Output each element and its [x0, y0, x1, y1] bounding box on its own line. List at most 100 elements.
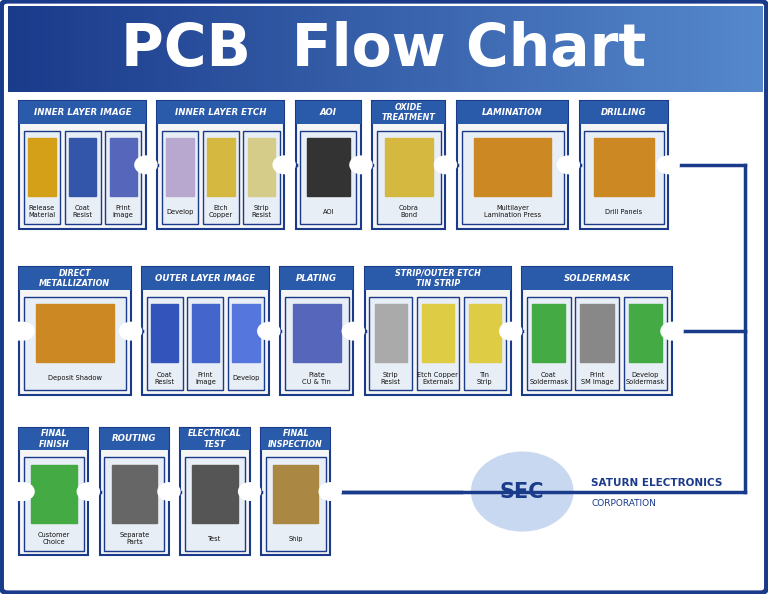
Bar	[53, 6, 63, 92]
Bar	[564, 6, 574, 92]
Bar	[610, 6, 620, 92]
Bar	[640, 6, 650, 92]
Bar	[248, 138, 275, 196]
Circle shape	[274, 157, 294, 172]
Circle shape	[320, 484, 340, 499]
Bar	[23, 6, 32, 92]
Bar	[707, 6, 717, 92]
Bar	[685, 6, 695, 92]
Bar	[100, 428, 169, 555]
Bar	[8, 6, 18, 92]
Bar	[527, 297, 571, 390]
Bar	[730, 6, 740, 92]
Text: Print
SM Image: Print SM Image	[581, 372, 614, 385]
Text: ROUTING: ROUTING	[112, 434, 157, 444]
Bar	[575, 297, 619, 390]
Bar	[111, 465, 157, 523]
Bar	[187, 297, 223, 390]
Text: SATURN ELECTRONICS: SATURN ELECTRONICS	[591, 478, 723, 488]
Bar	[677, 6, 687, 92]
Bar	[346, 6, 356, 92]
Bar	[444, 6, 454, 92]
Bar	[192, 305, 219, 362]
Bar	[372, 101, 445, 229]
Bar	[207, 138, 234, 196]
Text: CORPORATION: CORPORATION	[591, 499, 656, 508]
Bar	[158, 6, 168, 92]
Bar	[429, 6, 439, 92]
Bar	[31, 465, 77, 523]
Text: OXIDE
TREATMENT: OXIDE TREATMENT	[382, 103, 436, 122]
Circle shape	[658, 157, 678, 172]
Bar	[580, 101, 668, 229]
Bar	[505, 6, 515, 92]
Bar	[365, 267, 511, 395]
Bar	[467, 6, 477, 92]
Bar	[121, 6, 131, 92]
Bar	[542, 6, 552, 92]
Circle shape	[240, 484, 260, 499]
Bar	[572, 6, 582, 92]
Bar	[535, 6, 545, 92]
Circle shape	[159, 484, 179, 499]
Circle shape	[662, 323, 682, 339]
Bar	[296, 101, 361, 124]
Bar	[580, 101, 668, 124]
Text: Etch
Copper: Etch Copper	[209, 206, 233, 219]
Bar	[459, 6, 469, 92]
Text: OUTER LAYER IMAGE: OUTER LAYER IMAGE	[155, 274, 256, 283]
Bar	[28, 138, 55, 196]
Bar	[142, 267, 269, 395]
Bar	[301, 6, 311, 92]
Circle shape	[472, 453, 572, 530]
Bar	[61, 6, 70, 92]
Bar	[354, 6, 364, 92]
Bar	[136, 6, 145, 92]
Bar	[19, 267, 131, 395]
Bar	[256, 6, 266, 92]
Bar	[522, 267, 672, 290]
Bar	[738, 6, 747, 92]
Bar	[273, 465, 319, 523]
Bar	[464, 297, 506, 390]
Bar	[128, 6, 138, 92]
Bar	[663, 6, 672, 92]
Text: AOI: AOI	[323, 209, 334, 215]
Bar	[372, 101, 445, 124]
Bar	[203, 131, 239, 224]
Bar	[324, 6, 333, 92]
Text: Coat
Resist: Coat Resist	[154, 372, 175, 385]
Bar	[185, 457, 245, 551]
Bar	[474, 138, 551, 196]
Text: PCB  Flow Chart: PCB Flow Chart	[121, 21, 647, 77]
Circle shape	[78, 484, 98, 499]
Bar	[362, 6, 371, 92]
Bar	[316, 6, 326, 92]
Bar	[98, 6, 108, 92]
Bar	[24, 297, 126, 390]
Bar	[261, 428, 330, 555]
Text: Develop
Soldermask: Develop Soldermask	[626, 372, 665, 385]
Bar	[271, 6, 281, 92]
Bar	[19, 101, 146, 229]
Bar	[670, 6, 680, 92]
Bar	[629, 305, 662, 362]
Bar	[715, 6, 725, 92]
Bar	[218, 6, 228, 92]
Bar	[584, 131, 664, 224]
Bar	[192, 465, 238, 523]
Bar	[475, 6, 484, 92]
Bar	[83, 6, 93, 92]
Bar	[296, 101, 361, 229]
Text: Test: Test	[208, 536, 222, 542]
Bar	[376, 6, 386, 92]
Text: Print
Image: Print Image	[195, 372, 216, 385]
Circle shape	[343, 323, 363, 339]
Bar	[489, 6, 499, 92]
Text: Release
Material: Release Material	[28, 206, 55, 219]
Bar	[280, 267, 353, 290]
Text: DIRECT
METALLIZATION: DIRECT METALLIZATION	[39, 269, 111, 288]
Bar	[384, 6, 394, 92]
Bar	[588, 6, 597, 92]
Bar	[100, 428, 169, 450]
